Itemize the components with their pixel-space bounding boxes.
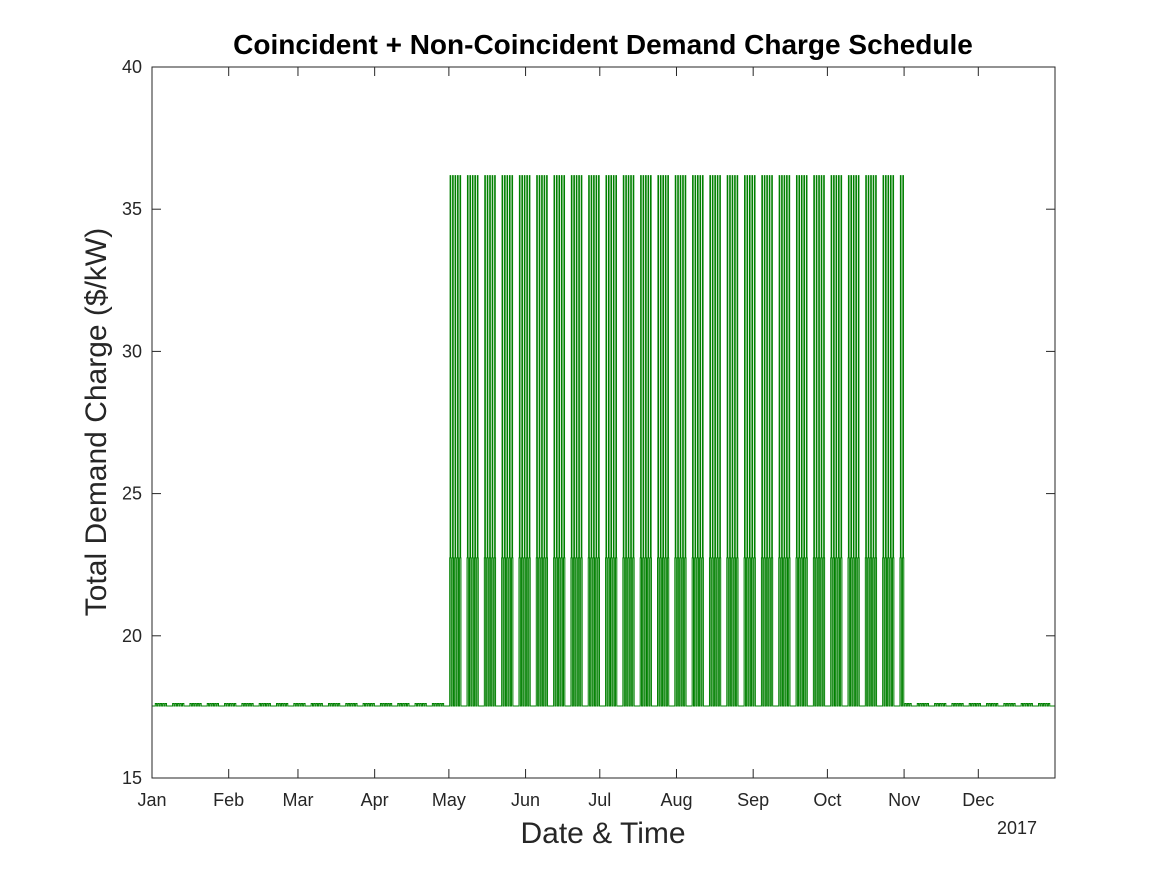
y-axis-title: Total Demand Charge ($/kW): [80, 228, 113, 616]
x-tick-label: Nov: [888, 790, 920, 810]
x-tick-label: Apr: [361, 790, 389, 810]
plot-area: 15 20 25 30 35 40 Jan Feb Mar Apr May Jun Jul Aug Sep O…: [122, 57, 1056, 810]
chart-title: Coincident + Non-Coincident Demand Charg…: [233, 29, 973, 60]
y-tick-label: 20: [122, 626, 142, 646]
x-tick-label: Aug: [660, 790, 692, 810]
x-tick-label: Feb: [213, 790, 244, 810]
x-tick-label: Mar: [282, 790, 313, 810]
y-tick-label: 35: [122, 199, 142, 219]
x-year-label: 2017: [997, 818, 1037, 838]
x-tick-label: Jan: [137, 790, 166, 810]
x-tick-label: Dec: [962, 790, 994, 810]
x-axis-title: Date & Time: [520, 817, 685, 850]
y-tick-label: 25: [122, 484, 142, 504]
x-tick-label: Jul: [588, 790, 611, 810]
x-tick-label: Sep: [737, 790, 769, 810]
y-tick-label: 40: [122, 57, 142, 77]
y-tick-label: 15: [122, 768, 142, 788]
axes-box: [151, 66, 1056, 779]
x-tick-label: Jun: [511, 790, 540, 810]
x-tick-label: Oct: [813, 790, 841, 810]
data-series-line: [152, 175, 1055, 707]
x-tick-label: May: [432, 790, 466, 810]
y-tick-label: 30: [122, 341, 142, 361]
